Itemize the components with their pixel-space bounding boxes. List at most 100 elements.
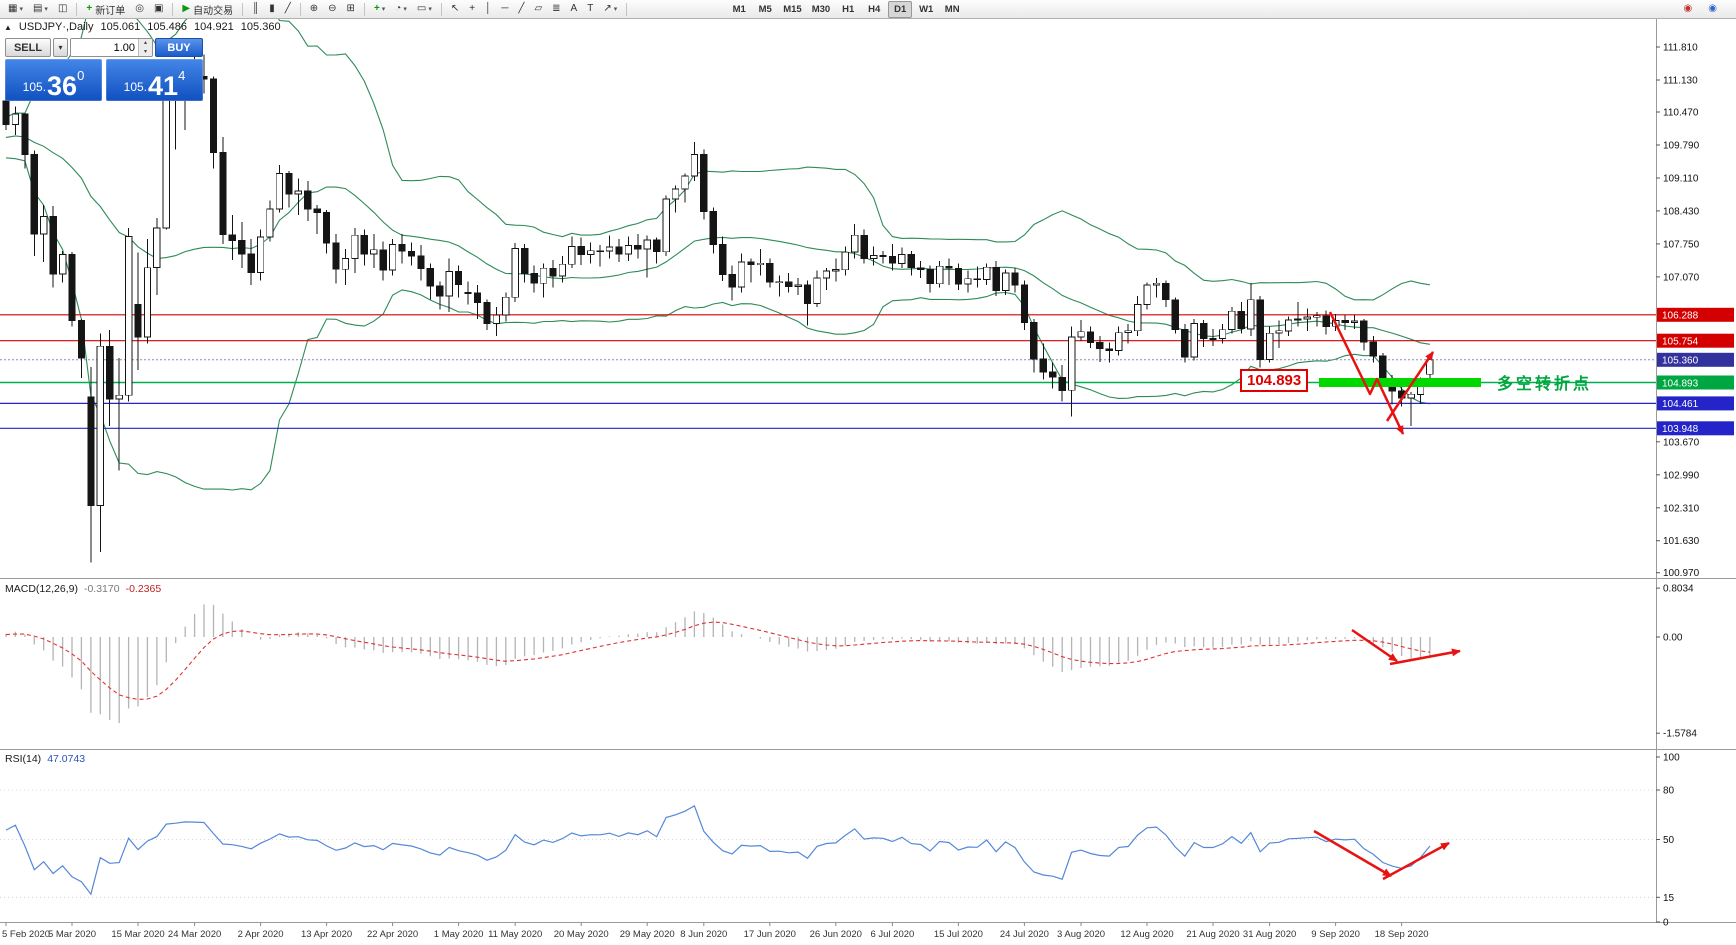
one-click-menu-button[interactable]: ▾	[53, 38, 68, 57]
trendline-button[interactable]: ╱	[514, 1, 528, 18]
sell-button[interactable]: SELL	[5, 38, 51, 57]
timeframe-m5-button[interactable]: M5	[758, 3, 772, 15]
periods-button[interactable]: ◔ ▾	[391, 1, 411, 18]
price-scale-label: 100.970	[1663, 568, 1700, 579]
timeframe-d1-button[interactable]: D1	[888, 0, 913, 18]
rsi-scale-label: 80	[1663, 786, 1675, 797]
text-button[interactable]: A	[567, 1, 582, 18]
time-label: 13 Apr 2020	[301, 929, 352, 940]
high-value: 105.486	[147, 21, 188, 33]
arrows-caret-icon: ▾	[613, 6, 618, 13]
timeframe-m30-button[interactable]: M30	[811, 3, 831, 15]
candle-body	[332, 242, 340, 270]
lot-size-input[interactable]	[71, 39, 138, 56]
buy-price-panel[interactable]: 105. 41 4	[106, 59, 203, 101]
candle-body	[926, 269, 934, 285]
candle-body	[643, 239, 651, 250]
candle-body	[379, 249, 387, 271]
text-label-button[interactable]: T	[583, 1, 597, 18]
profiles-icon: ▤	[32, 3, 43, 14]
level-price-label[interactable]: 104.893	[1240, 369, 1309, 392]
equidistant-channel-button[interactable]: ▱	[530, 1, 546, 18]
fibonacci-button[interactable]: ≣	[548, 1, 564, 18]
trend-arrow-4[interactable]	[1313, 829, 1392, 878]
new-chart-button[interactable]: ▦ ▾	[4, 1, 27, 18]
timeframe-mn-button[interactable]: MN	[944, 3, 960, 15]
mailbox-button[interactable]: ▣	[150, 1, 167, 18]
support-zone-bar[interactable]	[1319, 378, 1481, 387]
timeframe-h4-button[interactable]: H4	[868, 3, 881, 15]
stepper-up-icon[interactable]: ▴	[139, 39, 152, 48]
candle-body	[756, 262, 765, 266]
zoom-in-button[interactable]: ⊕	[306, 1, 322, 18]
templates-button[interactable]: ▭ ▾	[413, 1, 436, 18]
horizontal-lines[interactable]	[0, 314, 1656, 429]
candle-body	[832, 269, 840, 272]
timeframe-h1-button[interactable]: H1	[842, 3, 855, 15]
bar-chart-button[interactable]: ║	[248, 1, 263, 18]
trend-arrow-1[interactable]	[1385, 351, 1435, 422]
zoom-out-button[interactable]: ⊖	[324, 1, 340, 18]
stepper-down-icon[interactable]: ▾	[139, 47, 152, 56]
candle-body	[1086, 331, 1095, 343]
time-label: 21 Aug 2020	[1186, 929, 1239, 940]
candle-body	[549, 267, 557, 277]
indicators-icon: +	[373, 3, 380, 14]
bollinger-bands	[5, 18, 1430, 491]
new-order-button[interactable]: + 新订单	[82, 1, 129, 18]
candle-body	[851, 234, 859, 253]
candle-body	[822, 270, 831, 279]
tile-windows-icon: ⊞	[346, 3, 355, 14]
rsi-pane[interactable]	[0, 789, 1656, 898]
annotation-arrows[interactable]	[1313, 311, 1461, 881]
timeframe-w1-button[interactable]: W1	[919, 3, 934, 15]
buy-button[interactable]: BUY	[155, 38, 203, 57]
trend-arrow-5[interactable]	[1382, 841, 1450, 881]
indicators-button[interactable]: + ▾	[370, 1, 389, 18]
autotrading-button[interactable]: ▶ 自动交易	[178, 1, 237, 18]
rsi-scale[interactable]: 100 80 50 15 0	[1656, 753, 1680, 929]
profiles-button[interactable]: ▤ ▾	[29, 1, 52, 18]
trend-arrow-0[interactable]	[1328, 311, 1405, 435]
price-scale[interactable]: 111.810 111.130 110.470 109.790 109.110 108.4…	[1656, 43, 1734, 580]
toggle-window-button[interactable]: ◫	[54, 1, 71, 18]
cursor-button[interactable]: ↖	[447, 1, 463, 18]
line-chart-button[interactable]: ╱	[281, 1, 295, 18]
candle-body	[813, 277, 821, 305]
toolbar-separator	[440, 2, 442, 16]
timeframe-m1-button[interactable]: M1	[732, 3, 746, 15]
trend-arrow-3[interactable]	[1389, 648, 1461, 666]
alerts-button[interactable]: ◎	[131, 1, 148, 18]
arrows-button[interactable]: ↗ ▾	[599, 1, 621, 18]
community-button[interactable]: ◉	[1704, 1, 1721, 18]
candle-body	[803, 284, 812, 304]
candle-body	[106, 345, 114, 400]
tile-windows-button[interactable]: ⊞	[343, 1, 359, 18]
vertical-line-button[interactable]: │	[481, 1, 495, 18]
macd-pane[interactable]	[5, 604, 1431, 723]
candle-body	[1020, 284, 1029, 323]
timeframe-m15-button[interactable]: M15	[783, 3, 802, 15]
pane-borders	[0, 18, 1736, 923]
horizontal-line-button[interactable]: ─	[497, 1, 512, 18]
trend-arrow-2[interactable]	[1351, 628, 1398, 663]
turning-point-label[interactable]: 多空转折点	[1497, 376, 1593, 393]
candle-body	[275, 173, 284, 210]
candlestick-chart-button[interactable]: ▮	[265, 1, 279, 18]
candle-body	[615, 246, 623, 255]
rsi-value: 47.0743	[47, 753, 86, 765]
macd-scale[interactable]: 0.8034 0.00 -1.5784	[1656, 584, 1697, 740]
crosshair-button[interactable]: +	[465, 1, 479, 18]
horizontal-line-icon: ─	[501, 3, 509, 14]
candle-body	[596, 250, 604, 253]
time-label: 24 Mar 2020	[168, 929, 221, 940]
chart-snapshot-button[interactable]: ◉	[1680, 1, 1697, 18]
one-click-toggle-icon[interactable]: ▲	[4, 22, 12, 32]
candle-body	[162, 99, 170, 229]
candle-body	[238, 240, 246, 255]
candle-body	[360, 234, 368, 255]
sell-price-panel[interactable]: 105. 36 0	[5, 59, 102, 101]
fibonacci-icon: ≣	[552, 3, 561, 14]
